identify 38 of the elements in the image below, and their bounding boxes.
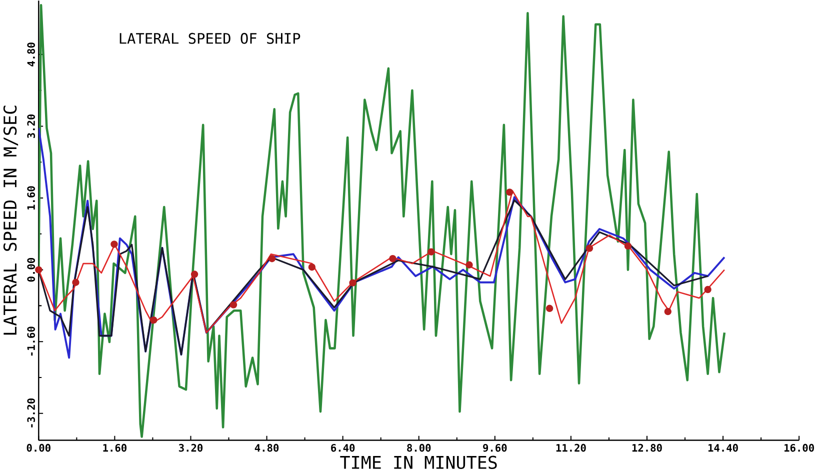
point	[268, 254, 276, 262]
point	[546, 304, 554, 312]
point	[466, 261, 473, 268]
x-tick-label: 1.60	[103, 444, 126, 452]
x-tick-label: 14.40	[708, 444, 738, 452]
point	[110, 240, 118, 248]
point	[190, 270, 198, 278]
point	[72, 278, 80, 286]
x-tick-label: 12.80	[632, 444, 662, 452]
y-tick-label: 3.20	[27, 114, 36, 138]
point	[230, 300, 238, 308]
x-tick-label: 11.20	[556, 444, 586, 452]
point	[586, 244, 594, 252]
point	[308, 263, 316, 271]
point	[704, 286, 712, 293]
x-tick-label: 16.00	[784, 444, 814, 452]
x-tick-label: 8.00	[407, 444, 431, 452]
y-axis-title: LATERAL SPEED IN M/SEC	[3, 106, 18, 334]
point	[349, 278, 356, 286]
point	[664, 308, 672, 315]
point	[150, 316, 158, 324]
x-tick-label: 6.40	[331, 444, 355, 452]
point	[428, 248, 435, 256]
x-tick-label: 9.60	[483, 444, 507, 452]
y-tick-label: 0.00	[27, 258, 36, 282]
point	[389, 254, 396, 262]
x-axis-title: TIME IN MINUTES	[340, 456, 497, 469]
text: LATERAL SPEED OF SHIP	[120, 32, 300, 44]
point	[35, 266, 42, 274]
y-tick-label: 4.80	[27, 42, 36, 66]
y-tick-label: 1.60	[27, 186, 36, 210]
line-series	[38, 126, 726, 358]
point	[506, 188, 514, 196]
point	[624, 242, 632, 250]
y-tick-label: -3.20	[27, 398, 36, 428]
x-tick-label: 4.80	[254, 444, 279, 452]
x-tick-label: 3.20	[178, 444, 203, 452]
y-tick-label: -1.60	[27, 326, 36, 356]
